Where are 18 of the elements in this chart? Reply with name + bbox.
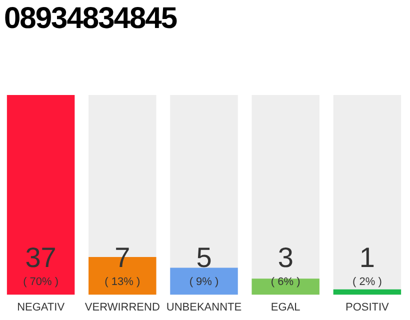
x-tick-label: VERWIRREND: [84, 301, 160, 314]
data-label: 37: [25, 242, 56, 273]
data-label: 3: [278, 242, 294, 273]
annotation: ( 70% ): [23, 276, 59, 288]
annotation: ( 9% ): [189, 276, 219, 288]
x-tick-label: UNBEKANNTE: [166, 301, 242, 314]
annotation: ( 6% ): [270, 276, 300, 288]
annotation: ( 13% ): [104, 276, 140, 288]
data-label: 1: [359, 242, 375, 273]
x-tick-label: NEGATIV: [17, 301, 66, 314]
data-label: 5: [196, 242, 212, 273]
chart-title: 08934834845: [4, 2, 177, 36]
bar: [252, 278, 320, 295]
bar: [333, 289, 402, 295]
bar: [170, 268, 238, 295]
x-tick-label: POSITIV: [345, 301, 390, 314]
annotation: ( 2% ): [352, 276, 382, 288]
x-tick-label: EGAL: [270, 301, 300, 314]
